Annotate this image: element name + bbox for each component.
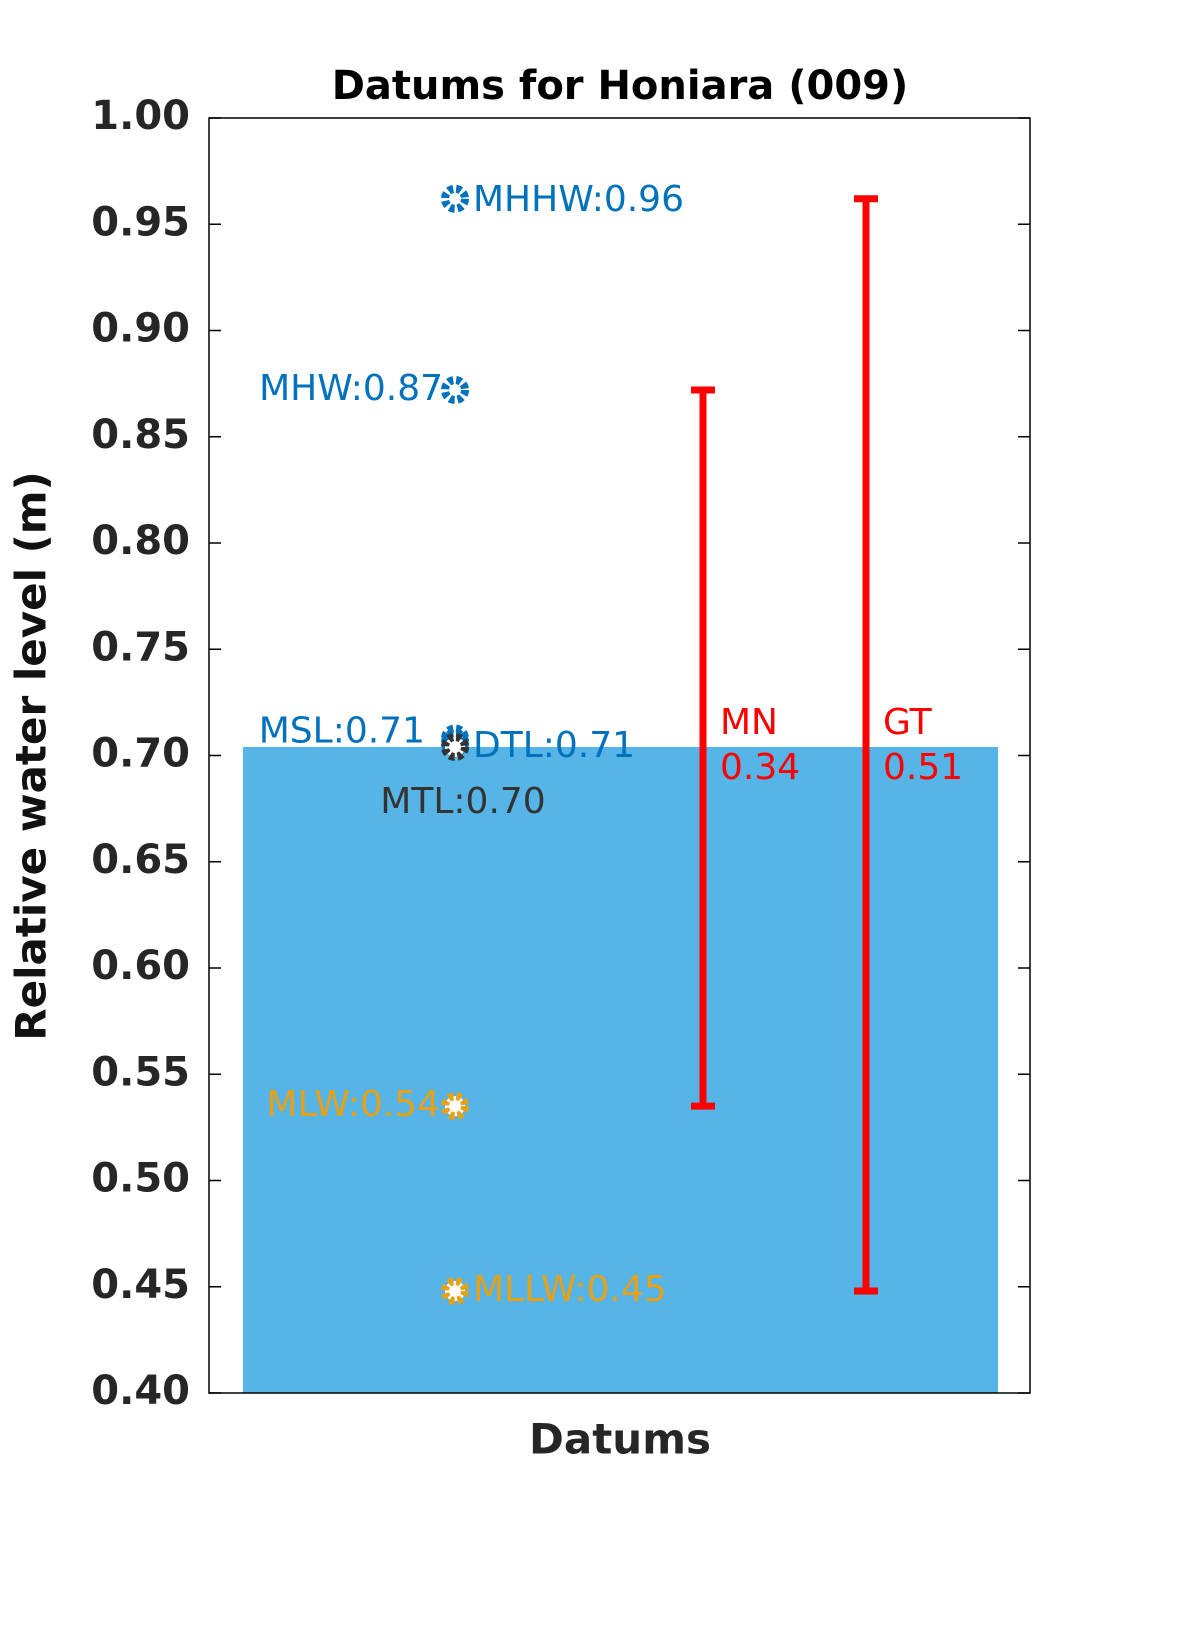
range-name: MN: [720, 702, 778, 743]
datum-marker: [441, 733, 469, 761]
y-tick-label: 0.60: [91, 943, 190, 989]
y-tick-label: 0.65: [91, 837, 190, 883]
datum-marker: [441, 1092, 469, 1121]
y-tick-label: 0.70: [91, 731, 190, 777]
datum-label: MHHW:0.96: [473, 179, 684, 220]
y-tick-label: 0.90: [91, 306, 190, 352]
y-tick-label: 0.80: [91, 518, 190, 564]
datum-label: MSL:0.71: [259, 711, 425, 752]
range-value: 0.34: [720, 747, 800, 788]
datum-label: DTL:0.71: [473, 725, 635, 766]
y-tick-label: 1.00: [91, 93, 190, 139]
y-tick-label: 0.95: [91, 199, 190, 245]
y-tick-label: 0.85: [91, 412, 190, 458]
datum-label: MTL:0.70: [380, 781, 545, 822]
y-tick-label: 0.50: [91, 1156, 190, 1202]
datum-marker: [441, 184, 469, 213]
datum-marker: [441, 1277, 469, 1305]
range-value: 0.51: [883, 747, 963, 788]
bar: [243, 747, 998, 1393]
datum-marker: [441, 376, 469, 404]
y-tick-label: 0.40: [91, 1368, 190, 1414]
y-tick-label: 0.75: [91, 624, 190, 670]
datum-label: MHW:0.87: [259, 368, 443, 409]
chart-title: Datums for Honiara (009): [332, 63, 909, 109]
y-axis-label: Relative water level (m): [7, 471, 56, 1040]
datum-label: MLLW:0.45: [473, 1269, 667, 1310]
y-tick-label: 0.45: [91, 1262, 190, 1308]
range-name: GT: [883, 702, 933, 743]
range-bar: [854, 195, 878, 1295]
y-tick-label: 0.55: [91, 1049, 190, 1095]
range-bar: [691, 386, 715, 1110]
datum-label: MLW:0.54: [266, 1084, 440, 1125]
x-axis-label: Datums: [529, 1415, 711, 1464]
